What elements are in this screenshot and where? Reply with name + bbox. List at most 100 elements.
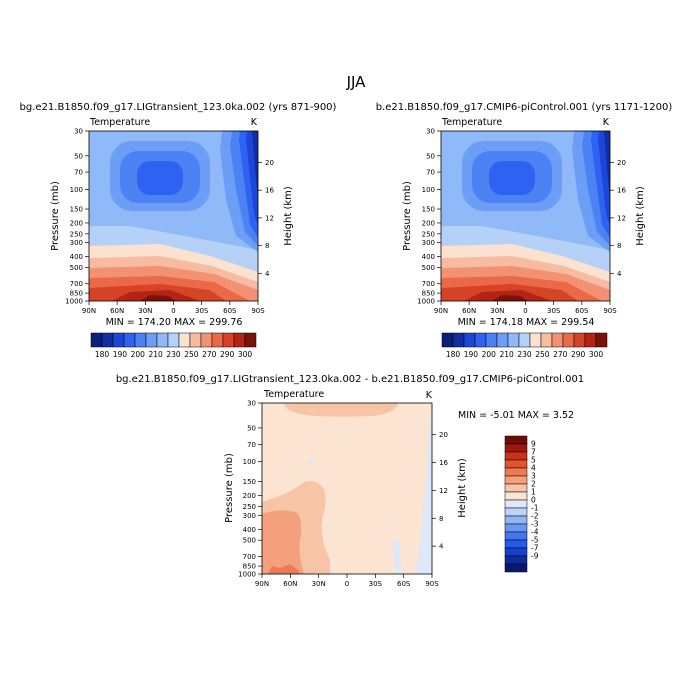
diff-upper-warm xyxy=(284,403,398,417)
diff-colorbar-cell xyxy=(504,523,528,533)
right-ytick-label: 100 xyxy=(422,186,435,194)
left-ytick-label: 300 xyxy=(70,239,83,247)
left-units-label: K xyxy=(251,117,258,128)
right-xtick-label: 60N xyxy=(462,307,476,315)
diff-colorbar-label: 5 xyxy=(531,456,536,465)
diff-htick-label: 12 xyxy=(439,487,448,495)
right-colorbar-cell xyxy=(595,332,608,348)
diff-polar-cool xyxy=(414,403,432,574)
right-colorbar-label: 290 xyxy=(571,350,586,359)
left-xtick-label: 90S xyxy=(251,307,265,315)
figure-title: JJA xyxy=(346,73,367,91)
diff-ytick-label: 700 xyxy=(243,553,256,561)
left-htick-label: 12 xyxy=(265,214,274,222)
diff-colorbar-label: -7 xyxy=(531,544,539,553)
diff-lower-warm-2 xyxy=(262,510,304,574)
left-ytick-label: 700 xyxy=(70,280,83,288)
left-ytick-label: 400 xyxy=(70,253,83,261)
left-xtick-label: 30S xyxy=(195,307,209,315)
right-ytick-label: 300 xyxy=(422,239,435,247)
diff-ylabel-right: Height (km) xyxy=(457,458,468,518)
right-tropopause-min xyxy=(489,161,535,195)
diff-colorbar-label: 4 xyxy=(531,464,536,473)
right-htick-label: 20 xyxy=(617,159,626,167)
diff-colorbar-label: -5 xyxy=(531,536,539,545)
diff-colorbar-label: 2 xyxy=(531,480,536,489)
right-ytick-label: 700 xyxy=(422,280,435,288)
diff-colorbar-cell xyxy=(504,475,528,485)
diff-ytick-label: 1000 xyxy=(238,571,256,579)
diff-xtick-label: 60N xyxy=(283,580,297,588)
diff-plot-area xyxy=(262,403,432,574)
diff-colorbar-label: -3 xyxy=(531,520,539,529)
left-colorbar-label: 180 xyxy=(95,350,110,359)
axis-ticks: 305070100150200250300400500700850100090N… xyxy=(65,128,626,589)
diff-xtick-label: 90S xyxy=(425,580,439,588)
right-colorbar-cell xyxy=(474,332,487,348)
left-htick-label: 8 xyxy=(265,242,269,250)
diff-colorbar-cell xyxy=(504,483,528,493)
right-colorbar-cell xyxy=(584,332,597,348)
left-htick-label: 16 xyxy=(265,187,274,195)
right-colorbar-label: 250 xyxy=(535,350,550,359)
diff-colorbar-cell xyxy=(504,507,528,517)
right-ytick-label: 200 xyxy=(422,219,435,227)
right-htick-label: 12 xyxy=(617,214,626,222)
right-colorbar-cell xyxy=(540,332,553,348)
right-colorbar-cell xyxy=(551,332,564,348)
right-colorbar-label: 230 xyxy=(517,350,532,359)
diff-colorbar-cell xyxy=(504,435,528,445)
left-colorbar-cell xyxy=(211,332,224,348)
right-colorbar-label: 180 xyxy=(446,350,461,359)
diff-colorbar-cell xyxy=(504,515,528,525)
diff-colorbar-cell xyxy=(504,451,528,461)
right-ylabel-right: Height (km) xyxy=(635,186,646,246)
right-colorbar-cell xyxy=(485,332,498,348)
left-ytick-label: 150 xyxy=(70,206,83,214)
left-ytick-label: 100 xyxy=(70,186,83,194)
left-colorbar-cell xyxy=(101,332,114,348)
diff-ytick-label: 400 xyxy=(243,526,256,534)
diff-colorbar-label: 0 xyxy=(531,496,536,505)
diff-colorbar-cell xyxy=(504,555,528,565)
diff-xtick-label: 30N xyxy=(312,580,326,588)
left-colorbar-label: 230 xyxy=(166,350,181,359)
left-panel-title: bg.e21.B1850.f09_g17.LIGtransient_123.0k… xyxy=(20,102,337,113)
diff-xtick-label: 0 xyxy=(345,580,349,588)
diff-colorbar-label: 7 xyxy=(531,448,536,457)
left-colorbar-cell xyxy=(145,332,158,348)
diff-ytick-label: 30 xyxy=(247,400,256,408)
diff-xtick-label: 30S xyxy=(369,580,383,588)
left-ytick-label: 500 xyxy=(70,264,83,272)
right-ytick-label: 150 xyxy=(422,206,435,214)
left-colorbar-label: 290 xyxy=(220,350,235,359)
right-ytick-label: 250 xyxy=(422,230,435,238)
right-colorbar-cell xyxy=(496,332,509,348)
right-units-label: K xyxy=(603,117,610,128)
left-colorbar-cell xyxy=(200,332,213,348)
left-xtick-label: 60S xyxy=(223,307,237,315)
right-colorbar-label: 210 xyxy=(499,350,514,359)
right-colorbar-cell xyxy=(452,332,465,348)
left-ytick-label: 850 xyxy=(70,290,83,298)
left-htick-label: 4 xyxy=(265,270,270,278)
diff-ytick-label: 70 xyxy=(247,441,256,449)
right-xtick-label: 90S xyxy=(603,307,617,315)
diff-stats: MIN = -5.01 MAX = 3.52 xyxy=(458,410,574,421)
right-ytick-label: 500 xyxy=(422,264,435,272)
diff-ytick-label: 500 xyxy=(243,537,256,545)
left-ylabel-right: Height (km) xyxy=(283,186,294,246)
left-xtick-label: 90N xyxy=(82,307,96,315)
right-ytick-label: 30 xyxy=(426,128,435,136)
left-colorbar-cell xyxy=(167,332,180,348)
diff-colorbar-cell xyxy=(504,499,528,509)
right-xtick-label: 0 xyxy=(523,307,527,315)
right-htick-label: 4 xyxy=(617,270,622,278)
right-panel-title: b.e21.B1850.f09_g17.CMIP6-piControl.001 … xyxy=(376,102,673,113)
diff-htick-label: 20 xyxy=(439,431,448,439)
right-variable-label: Temperature xyxy=(441,117,502,128)
diff-colorbar-cell xyxy=(504,467,528,477)
left-xtick-label: 60N xyxy=(110,307,124,315)
diff-surface-warm xyxy=(268,564,300,574)
left-colorbar-label: 190 xyxy=(113,350,128,359)
